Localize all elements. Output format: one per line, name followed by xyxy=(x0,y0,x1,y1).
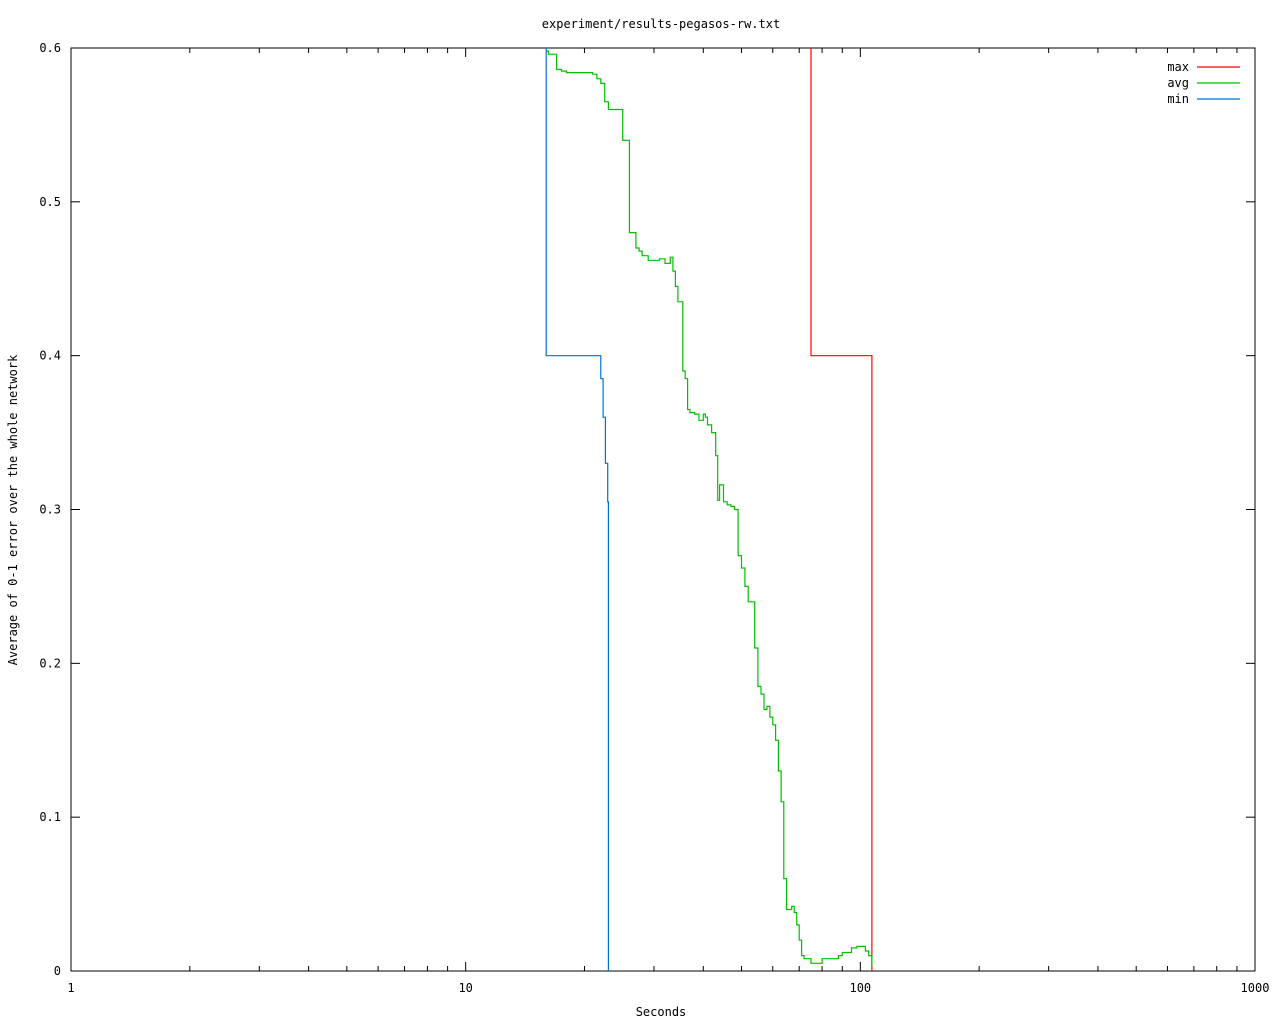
y-tick-label: 0.6 xyxy=(39,41,61,55)
y-tick-label: 0.5 xyxy=(39,195,61,209)
x-tick-label: 10 xyxy=(458,981,472,995)
legend-label-max: max xyxy=(1167,60,1189,74)
x-tick-label: 1000 xyxy=(1241,981,1270,995)
legend-label-min: min xyxy=(1167,92,1189,106)
series-lines xyxy=(545,48,873,971)
series-line-avg xyxy=(546,50,873,967)
y-tick-label: 0 xyxy=(54,964,61,978)
y-axis-ticks: 0 0.1 0.2 0.3 0.4 0.5 0.6 xyxy=(39,41,1255,978)
x-axis-label: Seconds xyxy=(636,1005,687,1019)
y-tick-label: 0.2 xyxy=(39,656,61,670)
x-tick-label: 1 xyxy=(67,981,74,995)
chart-title: experiment/results-pegasos-rw.txt xyxy=(542,17,780,31)
y-axis-label: Average of 0-1 error over the whole netw… xyxy=(6,354,20,665)
legend: max avg min xyxy=(1167,60,1240,106)
y-tick-label: 0.3 xyxy=(39,503,61,517)
y-tick-label: 0.1 xyxy=(39,810,61,824)
series-line-max xyxy=(810,48,873,971)
series-line-min xyxy=(545,48,609,971)
x-tick-label: 100 xyxy=(849,981,871,995)
y-tick-label: 0.4 xyxy=(39,349,61,363)
x-axis-ticks: 1 10 100 1000 xyxy=(67,48,1269,995)
legend-label-avg: avg xyxy=(1167,76,1189,90)
